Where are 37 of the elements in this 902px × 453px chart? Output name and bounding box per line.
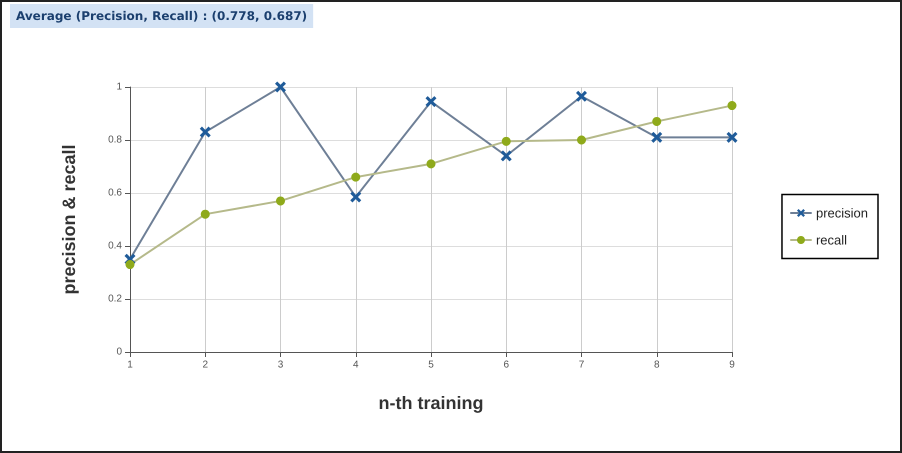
x-tick-label: 7 — [578, 360, 585, 370]
y-tick-label: 0.2 — [108, 294, 122, 304]
legend-label: precision — [816, 206, 868, 220]
point — [651, 132, 662, 143]
point — [275, 82, 286, 92]
y-axis-title: precision & recall — [59, 144, 79, 295]
point — [577, 136, 586, 144]
point — [728, 101, 736, 110]
point — [200, 126, 211, 138]
x-tick-label: 1 — [127, 360, 134, 370]
x-tick-label: 2 — [202, 360, 208, 370]
x-tick-label: 8 — [654, 360, 660, 370]
point — [426, 159, 436, 168]
y-tick-label: 0.6 — [108, 188, 122, 198]
chart-title: Average (Precision, Recall) : (0.778, 0.687) — [16, 9, 308, 23]
y-tick-label: 0 — [116, 346, 122, 358]
point — [726, 132, 738, 143]
point — [500, 150, 512, 162]
x-tick-label: 3 — [278, 360, 284, 370]
y-tick-label: 1 — [116, 82, 122, 92]
legend-label: recall — [816, 232, 848, 248]
point — [652, 116, 662, 126]
y-tick-label: 0.4 — [108, 240, 122, 252]
point — [502, 136, 511, 146]
point — [276, 196, 285, 206]
x-axis-title: n-th training — [378, 393, 484, 413]
y-tick-label: 0.8 — [108, 134, 122, 146]
point — [426, 96, 436, 108]
x-tick-label: 9 — [729, 360, 736, 370]
x-tick-label: 6 — [503, 360, 510, 370]
x-tick-label: 4 — [352, 360, 359, 370]
point — [200, 210, 210, 219]
point — [576, 90, 587, 102]
x-tick-label: 5 — [428, 360, 434, 370]
point — [351, 172, 360, 182]
point — [126, 260, 134, 270]
point — [350, 191, 362, 202]
